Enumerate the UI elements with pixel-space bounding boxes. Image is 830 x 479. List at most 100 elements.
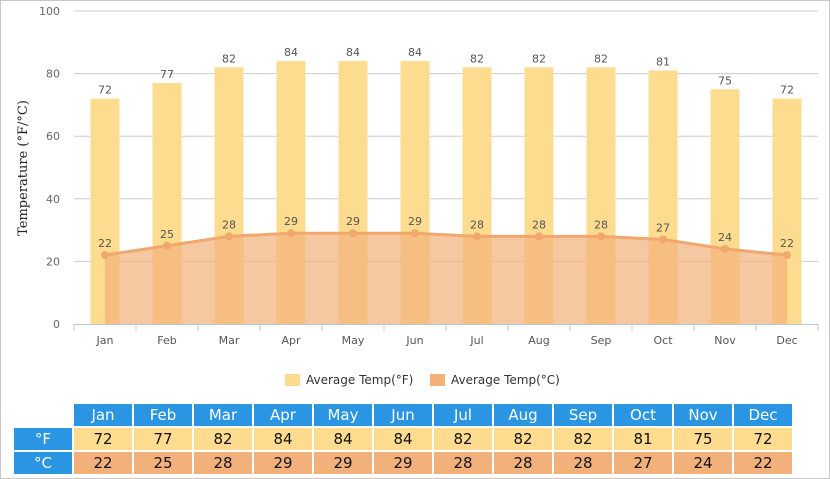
point-celsius-may bbox=[349, 229, 357, 238]
area-celsius bbox=[105, 233, 787, 324]
table-cell-fahrenheit-sep: 82 bbox=[554, 428, 612, 450]
bar-data-label: 75 bbox=[718, 74, 732, 87]
point-data-label: 27 bbox=[656, 221, 670, 234]
point-data-label: 28 bbox=[470, 218, 484, 231]
table-cell-celsius-nov: 24 bbox=[674, 452, 732, 474]
bar-data-label: 82 bbox=[470, 52, 484, 65]
table-cell-fahrenheit-mar: 82 bbox=[194, 428, 252, 450]
table-cell-celsius-mar: 28 bbox=[194, 452, 252, 474]
table-cell-fahrenheit-feb: 77 bbox=[134, 428, 192, 450]
table-header-jul: Jul bbox=[434, 404, 492, 426]
table-cell-celsius-feb: 25 bbox=[134, 452, 192, 474]
point-celsius-feb bbox=[163, 241, 171, 250]
x-tick-label: Jan bbox=[96, 334, 114, 347]
table-cell-celsius-sep: 28 bbox=[554, 452, 612, 474]
table-cell-celsius-may: 29 bbox=[314, 452, 372, 474]
table-cell-fahrenheit-oct: 81 bbox=[614, 428, 672, 450]
point-celsius-aug bbox=[535, 232, 543, 241]
y-axis-title: Temperature (°F/°C) bbox=[16, 100, 31, 236]
legend-swatch-fahrenheit bbox=[285, 374, 300, 386]
table-header-apr: Apr bbox=[254, 404, 312, 426]
point-celsius-sep bbox=[597, 232, 605, 241]
point-celsius-nov bbox=[721, 244, 729, 253]
bar-data-label: 84 bbox=[408, 46, 422, 59]
legend-item-fahrenheit[interactable]: Average Temp(°F) bbox=[285, 373, 413, 387]
point-data-label: 22 bbox=[780, 237, 794, 250]
table-header-jun: Jun bbox=[374, 404, 432, 426]
point-data-label: 28 bbox=[594, 218, 608, 231]
x-tick-label: Nov bbox=[714, 334, 736, 347]
x-tick-label: Sep bbox=[591, 334, 612, 347]
point-celsius-dec bbox=[783, 251, 791, 260]
table-cell-celsius-dec: 22 bbox=[734, 452, 792, 474]
table-cell-celsius-aug: 28 bbox=[494, 452, 552, 474]
table-header-aug: Aug bbox=[494, 404, 552, 426]
row-header-celsius: °C bbox=[14, 452, 72, 474]
table-header-sep: Sep bbox=[554, 404, 612, 426]
table-cell-celsius-apr: 29 bbox=[254, 452, 312, 474]
point-data-label: 28 bbox=[532, 218, 546, 231]
bar-data-label: 81 bbox=[656, 55, 670, 68]
point-celsius-apr bbox=[287, 229, 295, 238]
point-data-label: 29 bbox=[408, 215, 422, 228]
legend-swatch-celsius bbox=[430, 374, 445, 386]
table-cell-celsius-jul: 28 bbox=[434, 452, 492, 474]
point-data-label: 22 bbox=[98, 237, 112, 250]
point-data-label: 29 bbox=[284, 215, 298, 228]
x-tick-label: Apr bbox=[281, 334, 301, 347]
x-tick-label: Jul bbox=[469, 334, 483, 347]
y-tick-label: 80 bbox=[46, 68, 60, 81]
temperature-table: Jan Feb Mar Apr May Jun Jul Aug Sep Oct Nov Dec °F 7… bbox=[12, 402, 794, 476]
table-cell-fahrenheit-jun: 84 bbox=[374, 428, 432, 450]
x-tick-label: May bbox=[342, 334, 365, 347]
table-cell-celsius-oct: 27 bbox=[614, 452, 672, 474]
y-tick-label: 0 bbox=[53, 318, 60, 331]
legend-item-celsius[interactable]: Average Temp(°C) bbox=[430, 373, 560, 387]
table-cell-celsius-jan: 22 bbox=[74, 452, 132, 474]
table-header-dec: Dec bbox=[734, 404, 792, 426]
point-data-label: 29 bbox=[346, 215, 360, 228]
bar-data-label: 72 bbox=[98, 84, 112, 97]
bar-data-label: 84 bbox=[346, 46, 360, 59]
point-celsius-jun bbox=[411, 229, 419, 238]
bar-data-label: 84 bbox=[284, 46, 298, 59]
temperature-chart: 0 20 40 60 80 100 Temperature (°F/°C) 72 Jan 77 Fe… bbox=[16, 5, 819, 347]
x-tick-label: Dec bbox=[776, 334, 797, 347]
x-tick-label: Jun bbox=[405, 334, 423, 347]
bar-data-label: 82 bbox=[594, 52, 608, 65]
table-header-may: May bbox=[314, 404, 372, 426]
table-header-oct: Oct bbox=[614, 404, 672, 426]
table-cell-fahrenheit-may: 84 bbox=[314, 428, 372, 450]
table-corner bbox=[14, 404, 72, 426]
table-header-jan: Jan bbox=[74, 404, 132, 426]
point-celsius-mar bbox=[225, 232, 233, 241]
point-celsius-jan bbox=[101, 251, 109, 260]
table-cell-fahrenheit-apr: 84 bbox=[254, 428, 312, 450]
row-header-fahrenheit: °F bbox=[14, 428, 72, 450]
point-data-label: 24 bbox=[718, 231, 732, 244]
legend-label: Average Temp(°C) bbox=[451, 373, 560, 387]
y-tick-label: 20 bbox=[46, 255, 60, 268]
bar-data-label: 82 bbox=[222, 52, 236, 65]
table-header-nov: Nov bbox=[674, 404, 732, 426]
table-cell-fahrenheit-jan: 72 bbox=[74, 428, 132, 450]
x-tick-label: Mar bbox=[219, 334, 240, 347]
point-celsius-jul bbox=[473, 232, 481, 241]
y-tick-label: 100 bbox=[39, 5, 60, 18]
table-header-mar: Mar bbox=[194, 404, 252, 426]
table-header-feb: Feb bbox=[134, 404, 192, 426]
legend-label: Average Temp(°F) bbox=[306, 373, 414, 387]
line-celsius bbox=[104, 231, 788, 257]
table-cell-fahrenheit-nov: 75 bbox=[674, 428, 732, 450]
x-tick-label: Feb bbox=[157, 334, 176, 347]
table-cell-fahrenheit-jul: 82 bbox=[434, 428, 492, 450]
table-cell-fahrenheit-aug: 82 bbox=[494, 428, 552, 450]
point-data-label: 25 bbox=[160, 228, 174, 241]
x-tick-label: Aug bbox=[528, 334, 549, 347]
table-cell-fahrenheit-dec: 72 bbox=[734, 428, 792, 450]
bar-data-label: 77 bbox=[160, 68, 174, 81]
point-celsius-oct bbox=[659, 235, 667, 244]
bar-data-label: 72 bbox=[780, 84, 794, 97]
x-tick-label: Oct bbox=[653, 334, 673, 347]
y-tick-label: 40 bbox=[46, 193, 60, 206]
